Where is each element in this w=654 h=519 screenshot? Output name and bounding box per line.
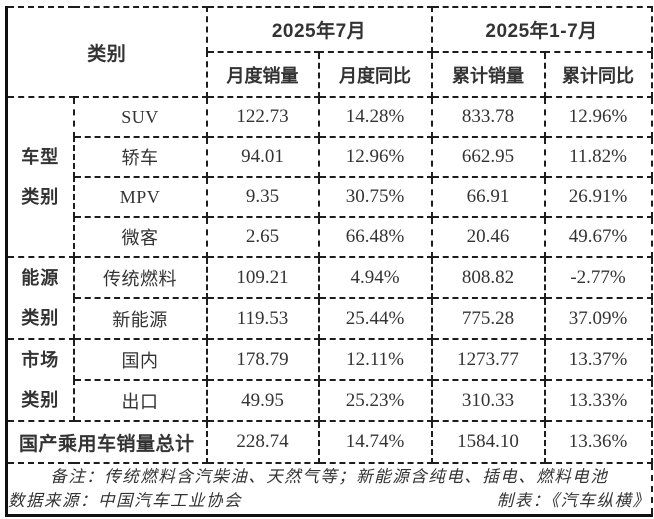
header-cumulative-sales: 累计销量: [430, 51, 546, 98]
cell-cumulative-yoy: 26.91%: [543, 176, 653, 218]
notes-row: 备注：传统燃料含汽柴油、天然气等；新能源含纯电、插电、燃料电池 数据来源：中国汽…: [5, 462, 653, 516]
cell-monthly-sales: 119.53: [205, 297, 320, 340]
row-label-traditional-fuel: 传统燃料: [72, 256, 208, 299]
header-period-month: 2025年7月: [205, 6, 433, 53]
cell-monthly-yoy: 25.23%: [317, 379, 433, 422]
cell-cumulative-sales: 662.95: [430, 136, 546, 178]
footnote-credit: 制表：《汽车纵横》: [496, 490, 651, 510]
header-monthly-yoy: 月度同比: [317, 51, 433, 98]
cell-monthly-sales: 122.73: [205, 96, 320, 138]
table-row: 市场 类别 国内 178.79 12.11% 1273.77 13.37%: [5, 338, 653, 422]
table-row: 出口 49.95 25.23% 310.33 13.33%: [7, 379, 653, 422]
total-label: 国产乘用车销量总计: [5, 420, 208, 464]
header-monthly-sales: 月度销量: [205, 51, 320, 98]
table-row: 能源 类别 传统燃料 109.21 4.94% 808.82 -2.77%: [5, 256, 653, 340]
header-category: 类别: [5, 6, 208, 98]
row-label-nev: 新能源: [72, 297, 208, 340]
cell-monthly-sales: 2.65: [205, 216, 320, 258]
table-row: 微客 2.65 66.48% 20.46 49.67%: [7, 216, 653, 258]
cell-monthly-yoy: 12.11%: [317, 338, 433, 381]
cell-cumulative-yoy: 12.96%: [543, 96, 653, 138]
cell-monthly-sales: 9.35: [205, 176, 320, 218]
cell-monthly-yoy: 66.48%: [317, 216, 433, 258]
row-label-sedan: 轿车: [72, 136, 208, 178]
cell-monthly-sales: 109.21: [205, 256, 320, 299]
cell-cumulative-sales: 808.82: [430, 256, 546, 299]
cell-cumulative-yoy: 37.09%: [543, 297, 653, 340]
cell-cumulative-yoy: 13.37%: [543, 338, 653, 381]
cell-cumulative-yoy: 13.33%: [543, 379, 653, 422]
cell-total-monthly-yoy: 14.74%: [317, 420, 433, 464]
cell-cumulative-yoy: -2.77%: [543, 256, 653, 299]
cell-cumulative-sales: 66.91: [430, 176, 546, 218]
row-label-domestic: 国内: [72, 338, 208, 381]
row-label-suv: SUV: [72, 96, 208, 138]
table-row: 车型 类别 SUV 122.73 14.28% 833.78 12.96%: [5, 96, 653, 258]
footnote-source: 数据来源：中国汽车工业协会: [8, 490, 242, 510]
header-period-cumulative: 2025年1-7月: [430, 6, 653, 53]
cell-monthly-yoy: 4.94%: [317, 256, 433, 299]
cell-cumulative-sales: 1273.77: [430, 338, 546, 381]
cell-cumulative-yoy: 49.67%: [543, 216, 653, 258]
cell-total-cumulative-sales: 1584.10: [430, 420, 546, 464]
notes-cell: 备注：传统燃料含汽柴油、天然气等；新能源含纯电、插电、燃料电池 数据来源：中国汽…: [5, 462, 653, 516]
cell-monthly-sales: 49.95: [205, 379, 320, 422]
footnote-remark: 备注：传统燃料含汽柴油、天然气等；新能源含纯电、插电、燃料电池: [50, 466, 609, 486]
header-cumulative-yoy: 累计同比: [543, 51, 653, 98]
cell-cumulative-sales: 775.28: [430, 297, 546, 340]
cell-total-monthly-sales: 228.74: [205, 420, 320, 464]
cell-monthly-sales: 94.01: [205, 136, 320, 178]
cell-monthly-yoy: 14.28%: [317, 96, 433, 138]
cell-cumulative-yoy: 11.82%: [543, 136, 653, 178]
cell-monthly-sales: 178.79: [205, 338, 320, 381]
total-row: 国产乘用车销量总计 228.74 14.74% 1584.10 13.36%: [5, 420, 653, 464]
cell-total-cumulative-yoy: 13.36%: [543, 420, 653, 464]
cell-cumulative-sales: 310.33: [430, 379, 546, 422]
cell-cumulative-sales: 20.46: [430, 216, 546, 258]
group-label-market-type: 市场 类别: [5, 338, 75, 422]
table-row: 轿车 94.01 12.96% 662.95 11.82%: [7, 136, 653, 178]
table-row: MPV 9.35 30.75% 66.91 26.91%: [7, 176, 653, 218]
row-label-mpv: MPV: [72, 176, 208, 218]
group-label-energy-type: 能源 类别: [5, 256, 75, 340]
row-label-export: 出口: [72, 379, 208, 422]
cell-monthly-yoy: 12.96%: [317, 136, 433, 178]
group-label-vehicle-type: 车型 类别: [5, 96, 75, 258]
cell-monthly-yoy: 30.75%: [317, 176, 433, 218]
cell-monthly-yoy: 25.44%: [317, 297, 433, 340]
sales-table: 类别 2025年7月 2025年1-7月 月度销量 月度同比 累计销量 累计同比…: [5, 6, 653, 517]
cell-cumulative-sales: 833.78: [430, 96, 546, 138]
table-row: 新能源 119.53 25.44% 775.28 37.09%: [7, 297, 653, 340]
row-label-microvan: 微客: [72, 216, 208, 258]
